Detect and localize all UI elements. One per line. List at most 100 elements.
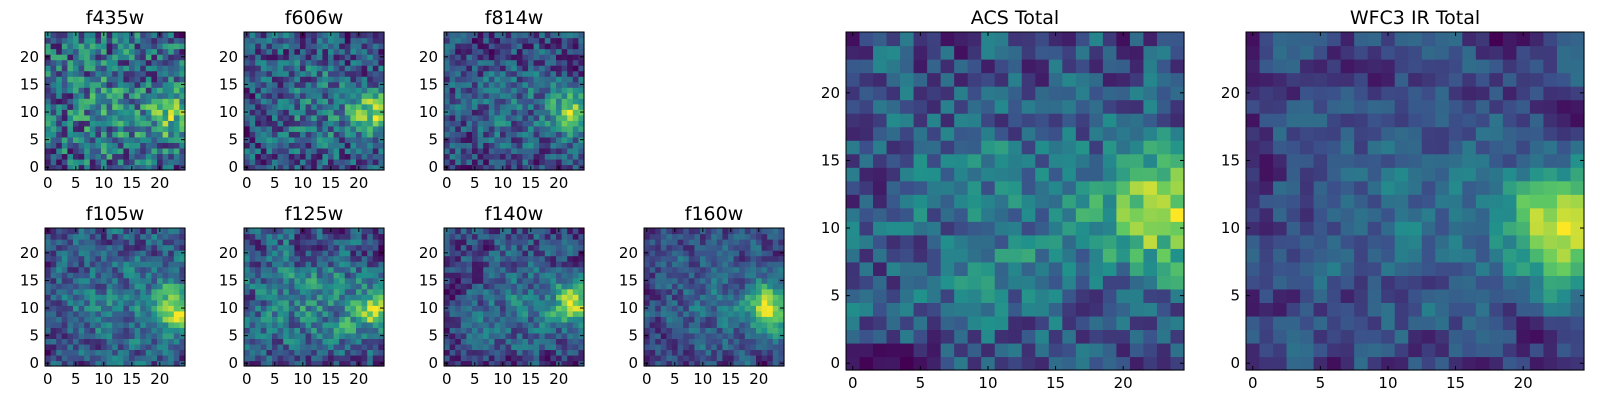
heatmap-cell xyxy=(483,103,490,110)
heatmap-cell xyxy=(572,164,579,171)
heatmap-cell xyxy=(488,70,495,77)
heatmap-cell xyxy=(50,81,57,88)
heatmap-cell xyxy=(316,277,323,284)
heatmap-cell xyxy=(45,158,52,166)
heatmap-cell xyxy=(649,343,656,351)
heatmap-cell xyxy=(260,244,267,251)
heatmap-cell xyxy=(1008,315,1023,331)
heatmap-cell xyxy=(300,316,307,323)
heatmap-cell xyxy=(672,266,679,273)
heatmap-cell xyxy=(56,92,63,99)
heatmap-cell xyxy=(767,310,774,317)
heatmap-cell xyxy=(460,277,467,284)
heatmap-cell xyxy=(151,54,158,61)
heatmap-cell xyxy=(179,244,186,251)
heatmap-cell xyxy=(688,233,695,240)
heatmap-cell xyxy=(50,70,57,77)
heatmap-cell xyxy=(61,299,68,306)
heatmap-cell xyxy=(488,266,495,273)
heatmap-cell xyxy=(117,266,124,273)
heatmap-cell xyxy=(477,283,484,290)
heatmap-cell xyxy=(294,59,301,66)
heatmap-cell xyxy=(539,250,546,257)
heatmap-cell xyxy=(361,164,368,171)
heatmap-cell xyxy=(733,288,740,295)
heatmap-cell xyxy=(466,43,473,50)
heatmap-cell xyxy=(572,332,579,339)
heatmap-cell xyxy=(67,43,74,50)
heatmap-cell xyxy=(61,81,68,88)
heatmap-cell xyxy=(567,277,574,284)
heatmap-cell xyxy=(716,288,723,295)
heatmap-cell xyxy=(778,338,785,345)
heatmap-cell xyxy=(84,142,91,149)
heatmap-cell xyxy=(455,294,462,301)
heatmap-cell xyxy=(1048,180,1063,195)
heatmap-cell xyxy=(157,294,164,301)
heatmap-cell xyxy=(372,32,379,39)
heatmap-cell xyxy=(151,76,158,83)
heatmap-cell xyxy=(567,131,574,138)
heatmap-cell xyxy=(666,250,673,257)
heatmap-cell xyxy=(711,305,718,312)
heatmap-cell xyxy=(372,142,379,149)
heatmap-cell xyxy=(89,261,96,268)
heatmap-cell xyxy=(89,142,96,149)
heatmap-cell xyxy=(316,37,323,44)
heatmap-cell xyxy=(981,275,996,290)
heatmap-cell xyxy=(578,125,585,132)
heatmap-cell xyxy=(140,92,147,99)
heatmap-cell xyxy=(449,65,456,72)
heatmap-cell xyxy=(294,109,301,116)
heatmap-cell xyxy=(73,120,80,127)
heatmap-cell xyxy=(283,299,290,306)
heatmap-cell xyxy=(162,153,169,160)
heatmap-cell xyxy=(722,261,729,268)
heatmap-cell xyxy=(67,283,74,290)
heatmap-cell xyxy=(694,316,701,323)
heatmap-cell xyxy=(561,43,568,50)
heatmap-cell xyxy=(550,266,557,273)
heatmap-cell xyxy=(567,261,574,268)
heatmap-cell xyxy=(112,261,119,268)
heatmap-cell xyxy=(711,338,718,345)
heatmap-cell xyxy=(151,125,158,132)
heatmap-cell xyxy=(361,136,368,143)
heatmap-cell xyxy=(1008,194,1023,209)
heatmap-cell xyxy=(305,158,312,166)
heatmap-cell xyxy=(328,43,335,50)
heatmap-cell xyxy=(1116,167,1131,182)
heatmap-cell xyxy=(84,239,91,246)
heatmap-cell xyxy=(750,250,757,257)
heatmap-cell xyxy=(516,228,523,235)
heatmap-cell xyxy=(316,109,323,116)
x-tick-label: 20 xyxy=(549,370,568,388)
heatmap-cell xyxy=(173,32,180,39)
heatmap-cell xyxy=(494,147,501,155)
heatmap-cell xyxy=(61,37,68,44)
heatmap-cell xyxy=(134,321,141,328)
heatmap-cell xyxy=(655,338,662,345)
heatmap-cell xyxy=(488,125,495,132)
axes-frame xyxy=(243,31,385,171)
heatmap-cell xyxy=(533,120,540,127)
heatmap-cell xyxy=(333,316,340,323)
heatmap-cell xyxy=(900,180,915,195)
heatmap-cell xyxy=(244,92,251,99)
heatmap-cell xyxy=(61,349,68,356)
heatmap-cell xyxy=(488,321,495,328)
heatmap-cell xyxy=(67,349,74,356)
heatmap-cell xyxy=(277,283,284,290)
heatmap-cell xyxy=(644,299,651,306)
heatmap-cell xyxy=(277,272,284,279)
heatmap-cell xyxy=(716,349,723,356)
heatmap-cell xyxy=(151,37,158,44)
heatmap-cell xyxy=(45,321,52,328)
heatmap-cell xyxy=(322,136,329,143)
heatmap-cell xyxy=(644,283,651,290)
heatmap-cell xyxy=(123,332,130,339)
heatmap-cell xyxy=(466,147,473,155)
heatmap-cell xyxy=(244,37,251,44)
heatmap-cell xyxy=(556,70,563,77)
heatmap-cell xyxy=(1021,302,1036,317)
